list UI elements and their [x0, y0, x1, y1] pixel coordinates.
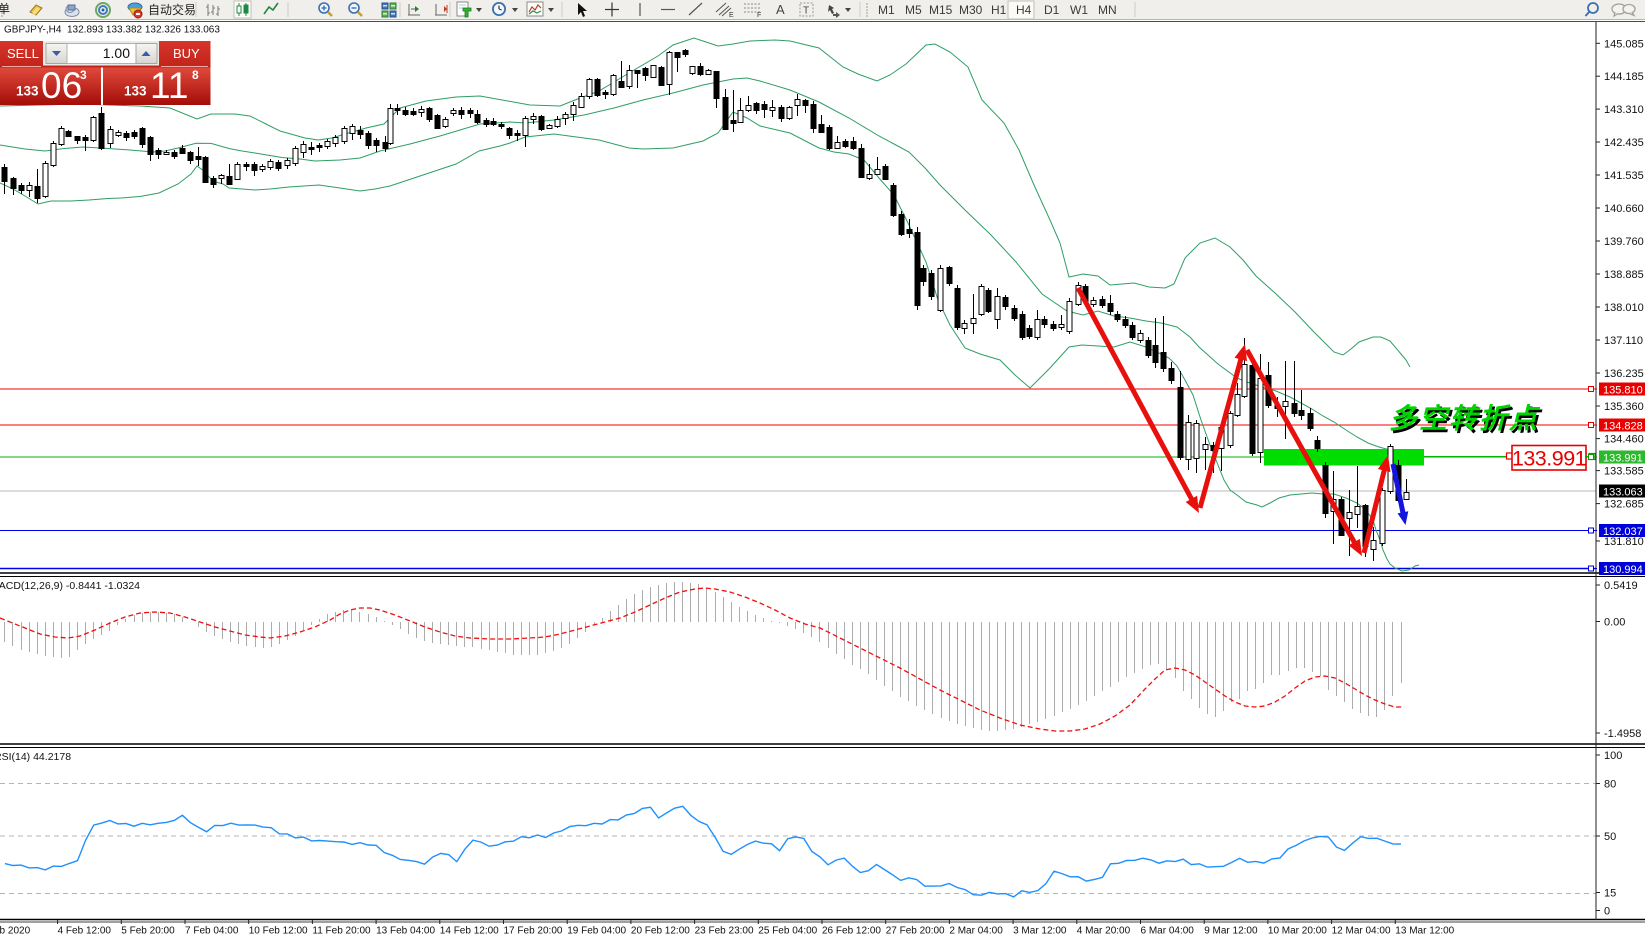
svg-text:133.585: 133.585: [1604, 466, 1644, 478]
svg-text:134.460: 134.460: [1604, 434, 1644, 446]
svg-text:E: E: [729, 12, 734, 19]
svg-text:8: 8: [192, 68, 199, 82]
svg-text:T: T: [803, 6, 809, 17]
svg-text:132.037: 132.037: [1603, 526, 1643, 538]
svg-text:20 Feb 12:00: 20 Feb 12:00: [631, 926, 690, 937]
svg-text:14 Feb 12:00: 14 Feb 12:00: [440, 926, 499, 937]
svg-text:SELL: SELL: [7, 46, 39, 61]
svg-text:137.110: 137.110: [1604, 335, 1643, 347]
svg-text:4 Feb 12:00: 4 Feb 12:00: [58, 926, 112, 937]
svg-text:10 Feb 12:00: 10 Feb 12:00: [249, 926, 308, 937]
svg-text:142.435: 142.435: [1604, 137, 1644, 149]
svg-text:25 Feb 04:00: 25 Feb 04:00: [758, 926, 817, 937]
svg-text:H1: H1: [991, 3, 1007, 17]
svg-text:7 Feb 04:00: 7 Feb 04:00: [185, 926, 239, 937]
svg-text:26 Feb 12:00: 26 Feb 12:00: [822, 926, 881, 937]
svg-text:133.063: 133.063: [1603, 487, 1643, 499]
svg-text:-1.4958: -1.4958: [1604, 728, 1641, 740]
svg-text:19 Feb 04:00: 19 Feb 04:00: [567, 926, 626, 937]
svg-text:27 Feb 20:00: 27 Feb 20:00: [886, 926, 945, 937]
svg-text:138.010: 138.010: [1604, 302, 1644, 314]
svg-text:133.991: 133.991: [1512, 447, 1586, 471]
svg-text:143.310: 143.310: [1604, 104, 1644, 116]
svg-text:06: 06: [41, 65, 82, 106]
svg-text:0.5419: 0.5419: [1604, 580, 1638, 592]
svg-text:M30: M30: [959, 3, 983, 17]
svg-text:100: 100: [1604, 750, 1622, 762]
svg-text:138.885: 138.885: [1604, 269, 1644, 281]
svg-text:3 Mar 12:00: 3 Mar 12:00: [1013, 926, 1067, 937]
svg-text:MN: MN: [1098, 3, 1117, 17]
svg-text:9 Mar 12:00: 9 Mar 12:00: [1204, 926, 1258, 937]
svg-text:4 Mar 20:00: 4 Mar 20:00: [1077, 926, 1131, 937]
svg-text:140.660: 140.660: [1604, 203, 1644, 215]
svg-text:11: 11: [150, 65, 188, 106]
svg-text:M15: M15: [929, 3, 953, 17]
svg-text:5 Feb 20:00: 5 Feb 20:00: [121, 926, 175, 937]
svg-text:eb 2020: eb 2020: [0, 926, 31, 937]
svg-text:2 Mar 04:00: 2 Mar 04:00: [949, 926, 1003, 937]
svg-text:D1: D1: [1044, 3, 1060, 17]
svg-text:133: 133: [16, 84, 39, 99]
svg-text:50: 50: [1604, 831, 1616, 843]
svg-text:13 Feb 04:00: 13 Feb 04:00: [376, 926, 435, 937]
svg-text:H4: H4: [1016, 3, 1032, 17]
svg-text:136.235: 136.235: [1604, 368, 1644, 380]
svg-text:M1: M1: [878, 3, 895, 17]
svg-text:A: A: [776, 2, 785, 17]
svg-text:17 Feb 20:00: 17 Feb 20:00: [504, 926, 563, 937]
svg-text:134.828: 134.828: [1603, 421, 1643, 433]
svg-text:139.760: 139.760: [1604, 236, 1644, 248]
svg-text:0: 0: [1604, 906, 1610, 918]
svg-text:11 Feb 20:00: 11 Feb 20:00: [312, 926, 371, 937]
svg-text:15: 15: [1604, 888, 1616, 900]
svg-text:13 Mar 12:00: 13 Mar 12:00: [1395, 926, 1454, 937]
svg-text:10 Mar 20:00: 10 Mar 20:00: [1268, 926, 1327, 937]
svg-text:23 Feb 23:00: 23 Feb 23:00: [695, 926, 754, 937]
svg-text:GBPJPY-,H4 132.893 133.382 13: GBPJPY-,H4 132.893 133.382 132.326 133.0…: [4, 25, 220, 36]
svg-text:132.685: 132.685: [1604, 499, 1644, 511]
svg-text:F: F: [757, 12, 761, 19]
svg-text:141.535: 141.535: [1604, 170, 1644, 182]
svg-text:BUY: BUY: [173, 46, 200, 61]
svg-text:12 Mar 04:00: 12 Mar 04:00: [1332, 926, 1391, 937]
svg-text:订单: 订单: [0, 2, 10, 16]
svg-text:1.00: 1.00: [103, 45, 130, 61]
svg-text:多空转折点: 多空转折点: [1391, 405, 1543, 436]
svg-text:3: 3: [80, 68, 87, 82]
svg-text:133.991: 133.991: [1603, 453, 1643, 465]
svg-text:多空转折点: 多空转折点: [1389, 403, 1541, 434]
svg-text:135.810: 135.810: [1603, 385, 1643, 397]
svg-text:W1: W1: [1070, 3, 1088, 17]
svg-text:6 Mar 04:00: 6 Mar 04:00: [1141, 926, 1195, 937]
svg-text:自动交易: 自动交易: [148, 2, 196, 17]
svg-text:0.00: 0.00: [1604, 617, 1625, 629]
svg-text:133: 133: [124, 84, 147, 99]
svg-text:131.810: 131.810: [1604, 536, 1644, 548]
svg-text:135.360: 135.360: [1604, 401, 1644, 413]
svg-text:144.185: 144.185: [1604, 71, 1644, 83]
svg-text:RSI(14) 44.2178: RSI(14) 44.2178: [0, 751, 71, 763]
svg-text:80: 80: [1604, 779, 1616, 791]
svg-text:MACD(12,26,9) -0.8441 -1.0324: MACD(12,26,9) -0.8441 -1.0324: [0, 580, 140, 592]
svg-text:M5: M5: [905, 3, 922, 17]
svg-text:145.085: 145.085: [1604, 38, 1644, 50]
svg-text:130.994: 130.994: [1603, 564, 1643, 576]
